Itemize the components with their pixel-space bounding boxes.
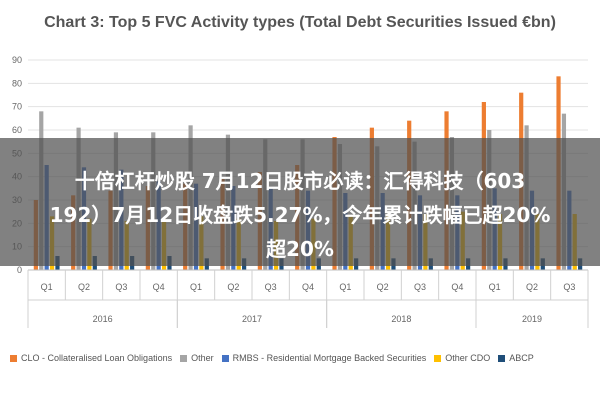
year-label: 2017: [242, 314, 262, 324]
legend-label: Other CDO: [445, 353, 491, 363]
x-tick-label: Q4: [302, 282, 314, 292]
x-tick-label: Q1: [41, 282, 53, 292]
legend-item: RMBS - Residential Mortgage Backed Secur…: [221, 353, 427, 363]
y-tick-label: 60: [12, 125, 22, 135]
legend-item: Other: [180, 353, 214, 363]
x-tick-label: Q2: [78, 282, 90, 292]
x-tick-label: Q1: [190, 282, 202, 292]
legend-item: Other CDO: [434, 353, 490, 363]
x-tick-label: Q2: [526, 282, 538, 292]
legend-swatch: [434, 354, 442, 362]
news-overlay-line-3: 超20%: [266, 237, 334, 261]
year-label: 2019: [522, 314, 542, 324]
x-tick-label: Q4: [451, 282, 463, 292]
x-tick-label: Q3: [115, 282, 127, 292]
x-tick-label: Q4: [153, 282, 165, 292]
legend-label: CLO - Collateralised Loan Obligations: [21, 353, 173, 363]
news-overlay-banner: [0, 138, 600, 266]
year-label: 2016: [93, 314, 113, 324]
y-tick-label: 70: [12, 102, 22, 112]
legend-label: ABCP: [509, 353, 534, 363]
x-tick-label: Q1: [489, 282, 501, 292]
year-label: 2018: [391, 314, 411, 324]
legend-item: CLO - Collateralised Loan Obligations: [10, 353, 172, 363]
x-tick-label: Q3: [414, 282, 426, 292]
chart-legend: CLO - Collateralised Loan Obligations Oth…: [10, 350, 595, 366]
x-tick-label: Q2: [377, 282, 389, 292]
y-tick-label: 90: [12, 55, 22, 65]
news-overlay-line-1: 十倍杠杆炒股 7月12日股市必读：汇得科技（603: [74, 169, 526, 193]
legend-swatch: [10, 354, 17, 362]
legend-label: RMBS - Residential Mortgage Backed Secur…: [232, 353, 427, 363]
legend-swatch: [498, 354, 506, 362]
legend-swatch: [221, 354, 229, 362]
legend-item: ABCP: [498, 353, 534, 363]
x-tick-label: Q3: [563, 282, 575, 292]
legend-swatch: [180, 354, 188, 362]
legend-label: Other: [191, 353, 214, 363]
y-tick-label: 80: [12, 78, 22, 88]
chart-title: Chart 3: Top 5 FVC Activity types (Total…: [44, 14, 556, 31]
y-tick-label: 0: [17, 265, 22, 275]
x-tick-label: Q3: [265, 282, 277, 292]
news-overlay-text[interactable]: 十倍杠杆炒股 7月12日股市必读：汇得科技（603 192）7月12日收盘跌5.…: [0, 164, 600, 266]
x-tick-label: Q1: [339, 282, 351, 292]
x-tick-label: Q2: [227, 282, 239, 292]
news-overlay-line-2: 192）7月12日收盘跌5.27%，今年累计跌幅已超20%: [49, 203, 551, 227]
